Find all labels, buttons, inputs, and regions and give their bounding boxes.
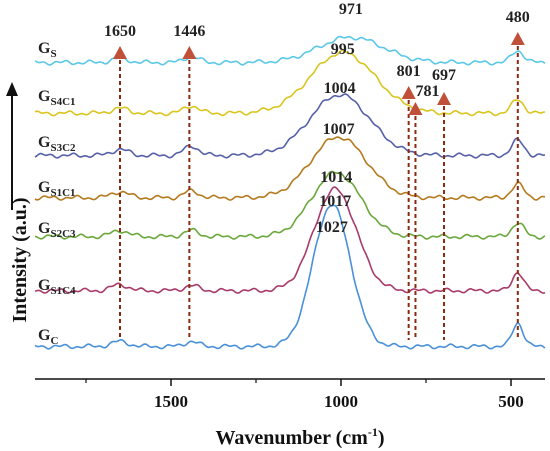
x-ticks-group: 1500 1000 500 — [85, 379, 524, 411]
peak-marker-label-1446: 1446 — [173, 23, 205, 40]
x-tick-label-500: 500 — [498, 392, 524, 411]
x-axis-title: Wavenumber (cm-1) — [215, 425, 384, 449]
peak-label-995: 995 — [331, 41, 355, 58]
peak-label-1027: 1027 — [316, 219, 348, 236]
spectrum-line-s4c1 — [34, 49, 546, 117]
series-label-c: GC — [38, 327, 58, 347]
series-label-s4c1: GS4C1 — [38, 88, 76, 108]
peak-marker-triangle-1650 — [113, 46, 127, 59]
series-labels-group: GS GS4C1 GS3C2 GS1C1 GS2C3 GS1C4 GC — [38, 40, 76, 347]
spectrum-line-s2c3 — [34, 170, 546, 240]
peak-marker-label-801: 801 — [397, 63, 421, 80]
spectrum-line-s — [34, 35, 546, 66]
spectra-group — [34, 35, 546, 350]
peak-marker-label-781: 781 — [415, 83, 439, 100]
y-axis-arrow-head — [6, 82, 18, 96]
peak-marker-triangle-801 — [401, 86, 416, 99]
spectrum-line-c — [34, 204, 546, 350]
series-label-s1c1: GS1C1 — [38, 179, 76, 199]
peak-label-1014: 1014 — [320, 169, 352, 186]
peak-marker-label-697: 697 — [432, 67, 456, 84]
peak-label-971: 971 — [339, 1, 363, 18]
y-axis-title: Intensity (a.u.) — [9, 197, 31, 322]
series-label-s1c4: GS1C4 — [38, 277, 76, 297]
peak-marker-triangle-781 — [408, 102, 423, 115]
x-tick-label-1500: 1500 — [154, 392, 188, 411]
peak-labels-group: 971 995 1004 1007 1014 1017 1027 — [316, 1, 363, 236]
x-axis-title-end: ) — [378, 427, 385, 449]
series-label-s3c2: GS3C2 — [38, 134, 76, 154]
peak-label-1017: 1017 — [319, 193, 351, 210]
peak-marker-triangle-480 — [510, 32, 525, 45]
spectrum-line-s1c4 — [35, 186, 546, 294]
peak-marker-triangle-1446 — [182, 46, 197, 59]
spectrum-line-s1c1 — [34, 136, 546, 201]
spectrum-line-s3c2 — [34, 93, 546, 159]
peak-marker-label-1650: 1650 — [104, 23, 136, 40]
x-axis-title-superscript: -1 — [368, 425, 378, 439]
x-tick-label-1000: 1000 — [324, 392, 358, 411]
peak-marker-label-480: 480 — [506, 9, 530, 26]
y-axis-title-group: Intensity (a.u.) — [6, 82, 31, 323]
peak-marker-triangle-697 — [437, 92, 452, 105]
series-label-s: GS — [38, 40, 57, 60]
peak-label-1004: 1004 — [324, 80, 356, 97]
series-label-s2c3: GS2C3 — [38, 220, 76, 240]
peak-label-1007: 1007 — [323, 121, 355, 138]
